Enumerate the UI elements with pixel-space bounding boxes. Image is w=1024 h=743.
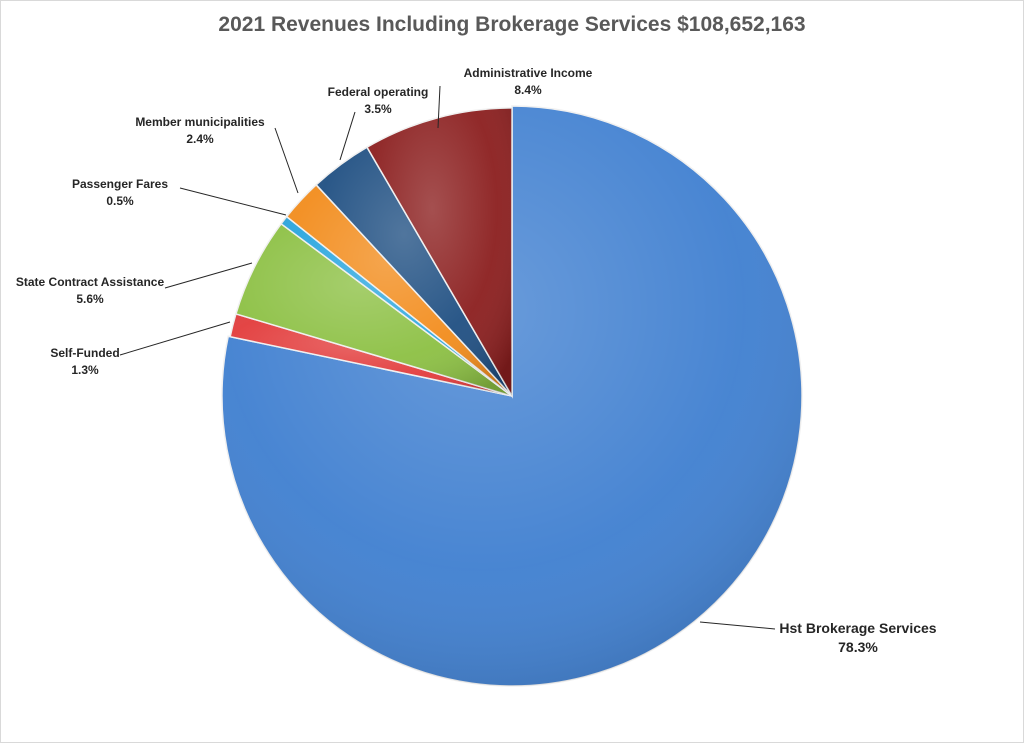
- pie-slices: [221, 105, 803, 687]
- pie-slice-shading: [366, 108, 512, 396]
- data-label-name-federal-operating: Federal operating: [328, 85, 429, 99]
- leader-line-self-funded: [119, 321, 231, 356]
- pie-slice-shading: [316, 147, 512, 396]
- data-labels: Hst Brokerage Services 78.3% Self-Funded 1.…: [16, 66, 937, 655]
- data-label-pct-self-funded: 1.3%: [71, 363, 99, 377]
- data-label-pct-administrative-income: 8.4%: [514, 83, 542, 97]
- leader-line-administrative-income: [437, 85, 441, 129]
- data-label-pct-passenger-fares: 0.5%: [106, 194, 134, 208]
- pie-slice-shading: [281, 216, 512, 396]
- data-label-pct-hst-brokerage-services: 78.3%: [838, 639, 878, 655]
- data-label-name-self-funded: Self-Funded: [50, 346, 119, 360]
- leader-line-hst-brokerage-services: [699, 621, 776, 630]
- data-label-name-member-municipalities: Member municipalities: [135, 115, 265, 129]
- data-label-pct-state-contract-assistance: 5.6%: [76, 292, 104, 306]
- leader-lines: [119, 85, 776, 630]
- pie-slice-shading: [235, 223, 512, 396]
- data-label-name-administrative-income: Administrative Income: [464, 66, 593, 80]
- data-label-name-state-contract-assistance: State Contract Assistance: [16, 275, 165, 289]
- chart-title: 2021 Revenues Including Brokerage Servic…: [218, 13, 806, 36]
- data-label-pct-federal-operating: 3.5%: [364, 102, 392, 116]
- data-label-name-hst-brokerage-services: Hst Brokerage Services: [779, 620, 936, 636]
- leader-line-state-contract-assistance: [164, 262, 253, 289]
- leader-line-passenger-fares: [179, 187, 287, 216]
- data-label-pct-member-municipalities: 2.4%: [186, 132, 214, 146]
- leader-line-federal-operating: [339, 111, 356, 161]
- leader-line-member-municipalities: [274, 127, 299, 194]
- data-label-name-passenger-fares: Passenger Fares: [72, 177, 168, 191]
- pie-slice-shading: [286, 184, 512, 396]
